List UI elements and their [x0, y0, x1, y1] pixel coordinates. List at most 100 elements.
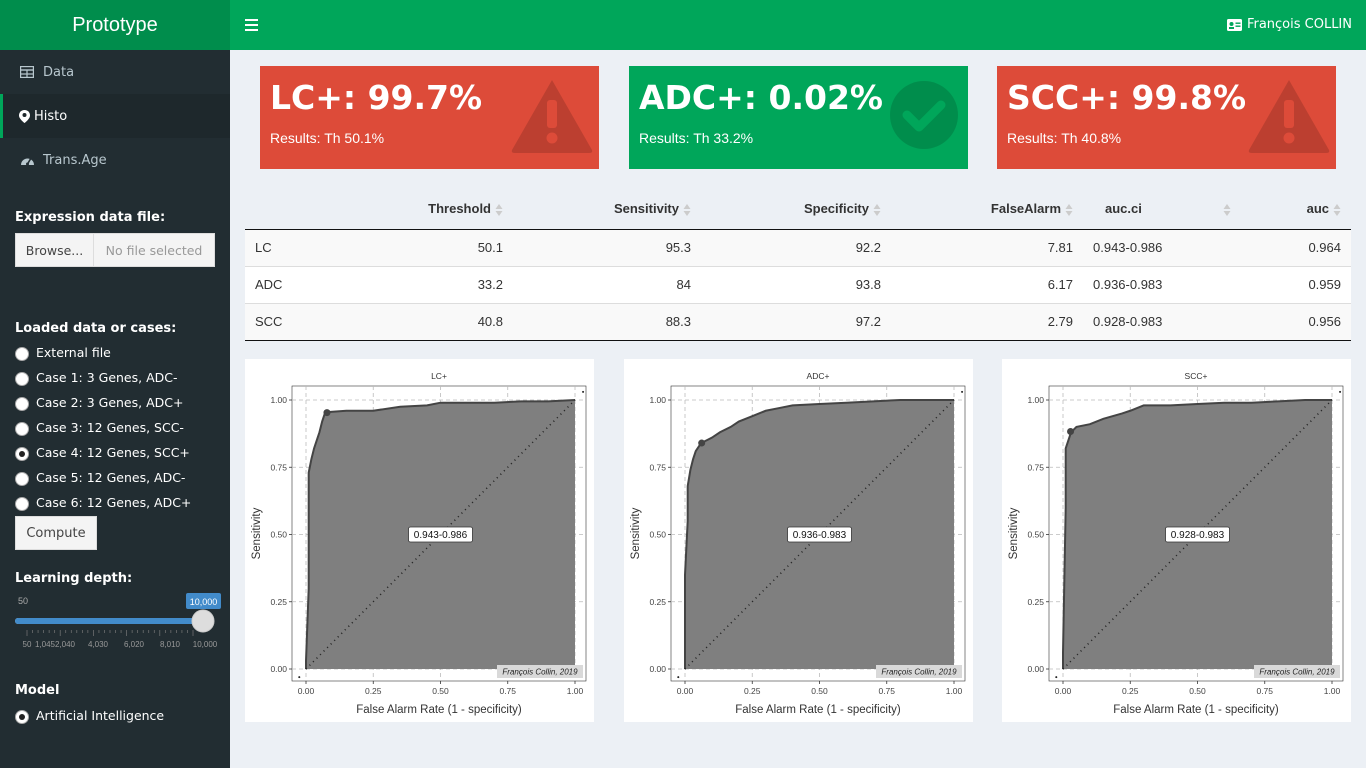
y-tick-label: 0.50	[1027, 530, 1044, 540]
column-header-auc-ci[interactable]: auc.ci	[1083, 190, 1241, 230]
file-name-field[interactable]: No file selected	[94, 233, 215, 267]
radio-button[interactable]	[15, 421, 29, 436]
case-option[interactable]: External file	[0, 340, 230, 365]
warning-icon	[511, 80, 593, 153]
radio-button[interactable]	[15, 496, 29, 511]
slider-handle[interactable]	[191, 609, 215, 633]
warning-icon	[1248, 80, 1330, 153]
auc-ci-box	[787, 526, 852, 543]
table-cell: 88.3	[513, 302, 701, 341]
sidebar-item-data[interactable]: Data	[0, 50, 230, 94]
sidebar-item-trans-age[interactable]: Trans.Age	[0, 138, 230, 182]
case-option-label: Case 1: 3 Genes, ADC-	[36, 370, 178, 385]
case-option[interactable]: Case 3: 12 Genes, SCC-	[0, 415, 230, 440]
sort-icon	[683, 204, 691, 217]
slider-tick-label: 1,0452,040	[35, 640, 76, 649]
table-row[interactable]: LC 50.1 95.3 92.2 7.81 0.943-0.986 0.964	[245, 228, 1351, 266]
y-axis-label: Sensitivity	[1008, 507, 1020, 559]
threshold-point	[1067, 427, 1075, 435]
y-tick-label: 1.00	[1027, 395, 1044, 405]
y-tick-label: 0.00	[649, 664, 666, 674]
slider-tick-label: 4,030	[88, 640, 109, 649]
table-cell: 2.79	[891, 302, 1083, 341]
slider-tick-label: 50	[23, 640, 32, 649]
table-row[interactable]: SCC 40.8 88.3 97.2 2.79 0.928-0.983 0.95…	[245, 302, 1351, 341]
y-tick-label: 0.75	[1027, 462, 1044, 472]
radio-button[interactable]	[15, 371, 29, 386]
column-header-falsealarm[interactable]: FalseAlarm	[891, 190, 1083, 230]
auc-ci-box	[408, 526, 473, 543]
table-cell: 0.956	[1241, 302, 1351, 341]
file-input-label: Expression data file:	[15, 210, 166, 225]
radio-button[interactable]	[15, 346, 29, 361]
cases-label: Loaded data or cases:	[15, 321, 177, 336]
sidebar-item-histo[interactable]: Histo	[0, 94, 230, 138]
chart-title: LC+	[431, 371, 447, 381]
slider-value-label: 10,000	[190, 597, 218, 607]
y-tick-label: 0.25	[1027, 597, 1044, 607]
check-circle-icon	[890, 81, 958, 149]
x-tick-label: 0.75	[1256, 686, 1273, 696]
slider-value-badge	[186, 593, 221, 609]
radio-button[interactable]	[15, 709, 29, 724]
x-tick-label: 1.00	[946, 686, 963, 696]
column-header-specificity[interactable]: Specificity	[701, 190, 891, 230]
value-box-subtitle: Results: Th 40.8%	[1007, 130, 1122, 146]
y-tick-label: 1.00	[270, 395, 287, 405]
case-option[interactable]: Case 5: 12 Genes, ADC-	[0, 465, 230, 490]
case-option-label: External file	[36, 345, 111, 360]
case-option[interactable]: Case 1: 3 Genes, ADC-	[0, 365, 230, 390]
roc-chart-scc: 0.00 0.00 0.25 0.25 0.50 0.50 0.75 0.75 1.00 1.00…	[1002, 359, 1351, 722]
app-logo[interactable]: Prototype	[0, 0, 230, 50]
sidebar-toggle-icon[interactable]	[245, 19, 258, 31]
table-cell: 0.936-0.983	[1083, 265, 1241, 303]
table-cell: 40.8	[325, 302, 513, 341]
learning-depth-slider[interactable]: 50 10,000 50 1,0452,040 4,030 6,020 8,010 10,…	[0, 590, 230, 660]
model-option-label: Artificial Intelligence	[36, 708, 165, 723]
table-cell: 97.2	[701, 302, 891, 341]
model-option[interactable]: Artificial Intelligence	[0, 703, 164, 728]
table-cell: 93.8	[701, 265, 891, 303]
file-input: Browse... No file selected	[15, 233, 215, 267]
user-menu[interactable]: François COLLIN	[1226, 17, 1352, 32]
x-tick-label: 0.75	[878, 686, 895, 696]
value-box-adc: ADC+: 0.02% Results: Th 33.2%	[629, 66, 968, 169]
auc-ci-label: 0.928-0.983	[1171, 530, 1225, 541]
radio-button[interactable]	[15, 471, 29, 486]
browse-button[interactable]: Browse...	[15, 233, 94, 267]
slider-fill	[15, 618, 204, 624]
auc-ci-label: 0.936-0.983	[793, 530, 847, 541]
roc-chart-adc: 0.00 0.00 0.25 0.25 0.50 0.50 0.75 0.75 1.00 1.00…	[624, 359, 973, 722]
table-cell: 92.2	[701, 228, 891, 266]
value-box-scc: SCC+: 99.8% Results: Th 40.8%	[997, 66, 1336, 169]
compute-button[interactable]: Compute	[15, 516, 97, 550]
value-box-subtitle: Results: Th 33.2%	[639, 130, 754, 146]
sort-icon	[1333, 204, 1341, 217]
threshold-point	[698, 439, 706, 447]
x-axis-label: False Alarm Rate (1 - specificity)	[735, 704, 901, 716]
sort-icon	[495, 204, 503, 217]
y-tick-label: 0.00	[1027, 664, 1044, 674]
cases-radio-group: External file Case 1: 3 Genes, ADC- Case…	[0, 340, 230, 515]
radio-button[interactable]	[15, 396, 29, 411]
table-row[interactable]: ADC 33.2 84 93.8 6.17 0.936-0.983 0.959	[245, 265, 1351, 303]
slider-tick-label: 8,010	[160, 640, 181, 649]
radio-button[interactable]	[15, 446, 29, 461]
value-box-lc: LC+: 99.7% Results: Th 50.1%	[260, 66, 599, 169]
chart-caption: François Collin, 2019	[1259, 668, 1335, 677]
sort-icon	[1223, 204, 1231, 217]
case-option-label: Case 6: 12 Genes, ADC+	[36, 495, 192, 510]
y-tick-label: 0.25	[270, 597, 287, 607]
column-header-threshold[interactable]: Threshold	[325, 190, 513, 230]
case-option[interactable]: Case 2: 3 Genes, ADC+	[0, 390, 230, 415]
caption-box	[876, 665, 962, 678]
case-option[interactable]: Case 4: 12 Genes, SCC+	[0, 440, 230, 465]
slider-min-label: 50	[18, 596, 28, 606]
column-header-sensitivity[interactable]: Sensitivity	[513, 190, 701, 230]
tachometer-icon	[19, 153, 35, 167]
sidebar-item-label: Data	[43, 64, 75, 80]
results-table: Threshold Sensitivity Specificity FalseA…	[245, 190, 1351, 341]
roc-curve	[1062, 399, 1332, 669]
case-option[interactable]: Case 6: 12 Genes, ADC+	[0, 490, 230, 515]
column-header-auc[interactable]: auc	[1241, 190, 1351, 230]
